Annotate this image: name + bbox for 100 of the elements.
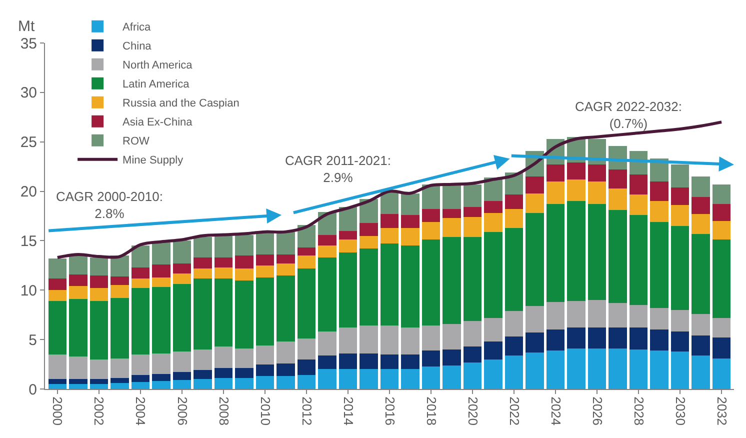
bar <box>90 384 108 389</box>
bar <box>110 358 129 378</box>
bar <box>692 314 710 336</box>
bar <box>442 324 461 350</box>
bar <box>670 310 690 332</box>
bar <box>712 220 731 240</box>
bar <box>90 359 108 380</box>
bar <box>608 302 627 328</box>
bar <box>504 228 524 311</box>
bar <box>546 181 565 204</box>
bar <box>588 328 606 348</box>
x-tick-label: 2030 <box>672 396 688 426</box>
bar <box>526 306 544 333</box>
bar <box>69 379 88 384</box>
bar <box>567 348 586 389</box>
bar <box>463 236 482 321</box>
bar <box>546 204 565 302</box>
bar <box>318 246 336 258</box>
bar <box>297 256 316 268</box>
bar <box>712 318 731 338</box>
bar <box>629 194 648 216</box>
bar <box>588 348 606 389</box>
bar <box>526 352 544 389</box>
bar <box>69 384 88 389</box>
bar <box>90 379 108 384</box>
bar <box>338 240 358 253</box>
bar <box>276 275 295 342</box>
bar <box>256 376 274 389</box>
bar <box>712 184 731 204</box>
bar <box>360 199 378 223</box>
x-tick-label: 2018 <box>424 396 439 426</box>
bar <box>629 349 648 389</box>
bar <box>172 240 192 264</box>
bar <box>338 230 358 240</box>
bar <box>318 234 336 246</box>
bar <box>276 254 295 264</box>
legend-label: Africa <box>122 22 152 34</box>
bar <box>214 258 233 268</box>
bar <box>110 285 129 298</box>
x-tick-label: 2010 <box>258 396 273 426</box>
x-tick-label: 2032 <box>714 396 730 426</box>
bar <box>360 326 378 354</box>
bar <box>463 320 482 346</box>
bar <box>504 310 524 337</box>
bar <box>712 338 731 358</box>
x-tick-label: 2000 <box>50 396 66 426</box>
x-tick-label: 2002 <box>92 396 107 426</box>
bar <box>380 326 399 354</box>
bar <box>318 332 336 356</box>
bar <box>194 379 212 389</box>
bar <box>650 222 668 308</box>
bar <box>235 256 254 268</box>
bar <box>692 176 710 198</box>
bar <box>318 258 336 332</box>
bar <box>442 218 461 237</box>
bar <box>194 349 212 370</box>
bar <box>214 267 233 278</box>
bar <box>256 364 274 376</box>
bar <box>360 248 378 326</box>
bar <box>338 353 358 370</box>
bar <box>360 236 378 249</box>
bar <box>567 162 586 180</box>
bar <box>442 236 461 324</box>
bar <box>235 378 254 389</box>
bar <box>360 353 378 370</box>
bar <box>442 209 461 218</box>
bar <box>194 258 212 268</box>
bar <box>152 287 170 354</box>
bar <box>69 286 88 300</box>
x-tick-label: 2012 <box>299 396 314 426</box>
x-tick-label: 2016 <box>382 396 398 426</box>
bar <box>338 207 358 231</box>
bar <box>401 246 420 328</box>
bar <box>422 350 440 366</box>
bar <box>131 267 150 278</box>
bar <box>110 298 129 358</box>
bar <box>650 330 668 350</box>
bar <box>442 365 461 389</box>
bar <box>629 304 648 328</box>
bar <box>484 232 502 318</box>
bar <box>48 354 67 380</box>
bar <box>235 268 254 280</box>
bar <box>692 214 710 234</box>
bar <box>504 355 524 389</box>
bar <box>442 349 461 366</box>
bar <box>670 205 690 226</box>
bar <box>276 232 295 255</box>
bar <box>401 369 420 389</box>
bar <box>650 201 668 222</box>
bar <box>110 256 129 276</box>
bar <box>235 280 254 348</box>
bar <box>670 164 690 188</box>
bar <box>526 332 544 352</box>
bar <box>567 179 586 202</box>
bar <box>526 176 544 194</box>
bar <box>276 263 295 276</box>
annotation: CAGR 2000-2010: 2.8% <box>56 189 163 221</box>
bar <box>318 369 336 389</box>
bar <box>276 342 295 364</box>
bar <box>380 244 399 326</box>
